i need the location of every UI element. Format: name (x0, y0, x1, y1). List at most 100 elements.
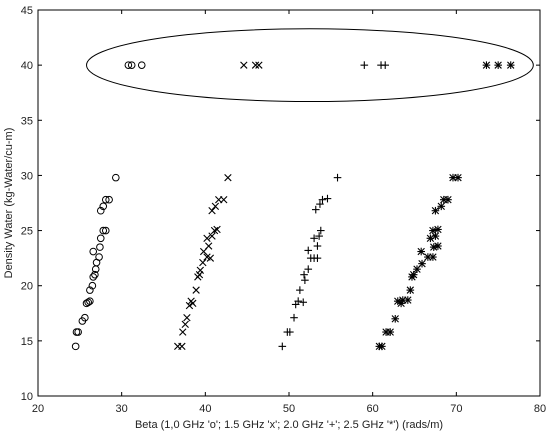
plus-marker (311, 205, 320, 214)
x-marker-stroke (208, 207, 216, 215)
plus-marker (313, 242, 322, 250)
star-marker (506, 61, 515, 69)
x-marker-stroke (206, 254, 215, 262)
plus-marker (294, 297, 303, 305)
star-marker (454, 173, 462, 182)
circle-marker (88, 281, 97, 290)
circle-marker (96, 243, 104, 251)
x-marker-stroke (185, 301, 194, 310)
x-marker-stroke (255, 61, 263, 69)
plus-marker (333, 173, 342, 182)
x-tick-label: 50 (283, 403, 295, 415)
x-tick-label: 80 (534, 403, 546, 415)
data-points (71, 61, 515, 351)
plus-marker (304, 265, 313, 273)
plus-marker (313, 254, 322, 262)
circle-marker (96, 234, 105, 243)
x-marker (251, 61, 260, 69)
x-marker-stroke (192, 286, 200, 294)
plus-marker (360, 61, 369, 69)
axis-tick-labels: 20 30 40 50 60 70 80 10 15 20 25 30 35 40 45 (21, 5, 546, 415)
plus-marker (310, 234, 318, 243)
circle-marker (74, 328, 82, 336)
plus-marker (299, 298, 308, 307)
x-marker-stroke (208, 232, 216, 240)
x-marker (196, 266, 205, 274)
y-tick-label: 45 (21, 5, 33, 17)
star-marker (482, 61, 491, 69)
x-marker-stroke (211, 202, 220, 210)
star-marker (391, 314, 400, 323)
circle-marker (101, 195, 110, 204)
plus-marker (381, 61, 390, 69)
star-marker (444, 195, 452, 204)
star-marker (437, 202, 446, 211)
x-marker-stroke (195, 270, 204, 279)
x-marker-stroke (179, 328, 187, 336)
circle-marker (86, 286, 94, 294)
plus-marker (323, 194, 332, 203)
x-marker (211, 202, 220, 210)
x-marker-stroke (224, 173, 232, 182)
circle-marker (124, 61, 133, 69)
star-marker (494, 61, 502, 69)
x-marker-stroke (251, 61, 260, 69)
x-marker-stroke (178, 342, 186, 351)
x-marker-stroke (199, 258, 207, 267)
x-marker (240, 61, 248, 69)
circle-marker (127, 61, 136, 69)
y-tick-label: 10 (21, 391, 33, 403)
x-marker (206, 254, 215, 262)
x-marker (192, 286, 200, 294)
circle-marker (99, 202, 108, 211)
plus-marker (296, 286, 304, 294)
x-marker (208, 232, 216, 240)
x-marker (210, 226, 219, 235)
x-marker (181, 320, 189, 329)
y-tick-label: 30 (21, 170, 33, 182)
star-marker (378, 342, 386, 351)
x-marker-stroke (210, 226, 219, 235)
x-marker-stroke (196, 266, 205, 274)
y-tick-label: 35 (21, 115, 33, 127)
x-marker (203, 234, 211, 242)
plus-marker (278, 342, 287, 351)
plus-marker (316, 200, 324, 208)
star-marker (417, 247, 425, 256)
star-marker (406, 286, 415, 294)
x-marker-stroke (203, 234, 211, 242)
x-marker (195, 270, 204, 279)
circle-marker (81, 313, 89, 322)
circle-marker (91, 270, 99, 279)
plus-marker (315, 232, 323, 240)
x-marker (208, 207, 216, 215)
x-marker-stroke (204, 242, 213, 250)
plus-marker (301, 276, 309, 285)
plus-marker (286, 328, 294, 336)
star-marker (418, 259, 426, 268)
star-marker (429, 243, 438, 251)
circle-marker (84, 298, 92, 307)
x-tick-label: 60 (367, 403, 379, 415)
plus-marker (290, 313, 298, 322)
y-axis-label: Density Water (kg-Water/cu-m) (3, 128, 15, 279)
x-marker (178, 342, 186, 351)
plus-marker (300, 270, 308, 279)
y-tick-label: 40 (21, 60, 33, 72)
x-marker-stroke (220, 196, 228, 204)
x-marker (189, 299, 197, 308)
circle-marker (112, 173, 120, 182)
x-marker-stroke (189, 299, 197, 308)
x-marker-stroke (183, 314, 191, 322)
star-marker (386, 328, 395, 336)
x-marker (199, 258, 207, 267)
x-tick-label: 30 (116, 403, 128, 415)
circle-marker (89, 273, 98, 281)
x-marker-stroke (240, 61, 248, 69)
y-tick-label: 20 (21, 281, 33, 293)
x-tick-label: 40 (199, 403, 211, 415)
star-marker (434, 242, 442, 250)
x-marker (224, 173, 232, 182)
